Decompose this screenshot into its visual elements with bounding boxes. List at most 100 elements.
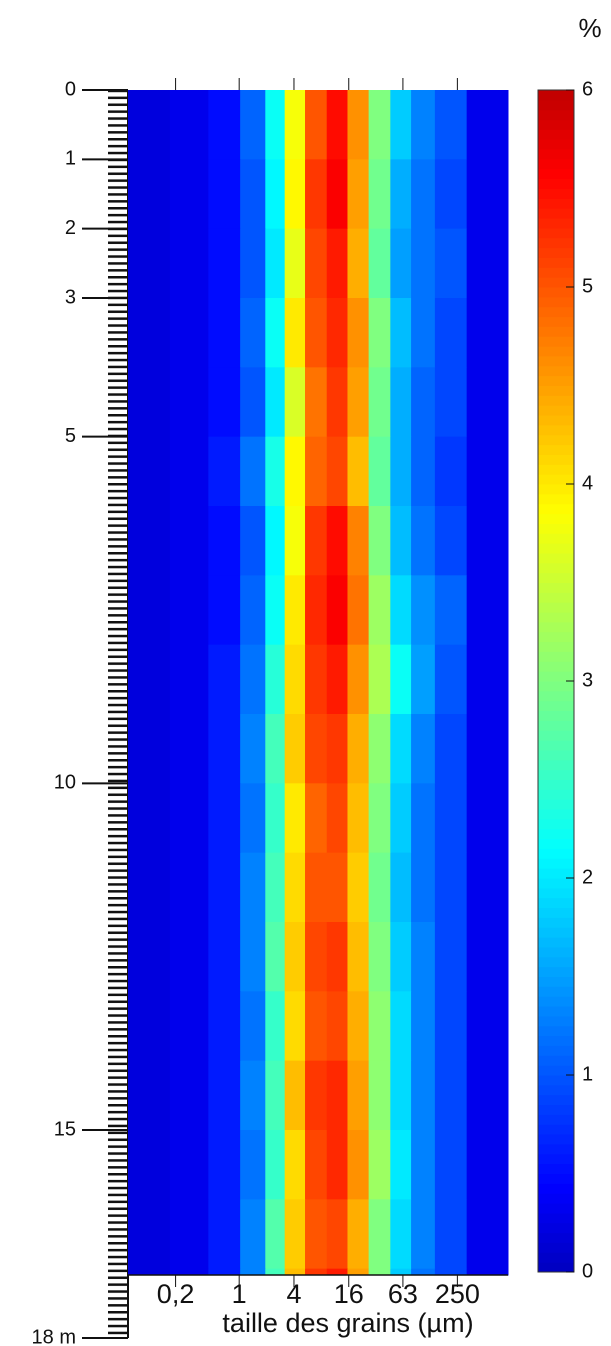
colorbar-segment <box>538 385 574 396</box>
heat-cell <box>368 436 391 507</box>
heat-cell <box>434 367 468 438</box>
heat-cell <box>305 90 328 160</box>
heat-cell <box>390 367 412 438</box>
heat-cell <box>284 714 306 784</box>
colorbar-segment <box>538 178 574 189</box>
heat-cell <box>434 436 468 507</box>
heat-cell <box>240 575 266 646</box>
heat-cell <box>305 367 328 438</box>
heat-cell <box>347 298 370 368</box>
heat-cell <box>265 436 286 507</box>
heat-cell <box>265 90 286 160</box>
colorbar-tick-label: 1 <box>582 1063 593 1085</box>
heat-cell <box>208 852 241 923</box>
colorbar-segment <box>538 513 574 524</box>
heat-cell <box>466 1130 509 1200</box>
heat-cell <box>169 575 209 646</box>
heat-cell <box>240 991 266 1062</box>
colorbar-segment <box>538 1242 574 1253</box>
heat-cell <box>411 1130 436 1200</box>
heat-cell <box>434 1060 468 1131</box>
heat-cell <box>368 90 391 160</box>
colorbar-segment <box>538 612 574 623</box>
heat-cell <box>390 922 412 992</box>
heat-cell <box>128 506 171 576</box>
heat-cell <box>390 436 412 507</box>
colorbar-segment <box>538 139 574 150</box>
heat-cell <box>240 852 266 923</box>
colorbar-segment <box>538 641 574 652</box>
colorbar-segment <box>538 1183 574 1194</box>
colorbar-segment <box>538 878 574 889</box>
colorbar-segment <box>538 1065 574 1076</box>
heat-cell <box>326 922 348 992</box>
heat-cell <box>265 575 286 646</box>
heat-cell <box>466 644 509 715</box>
heat-cell <box>128 1268 171 1276</box>
heat-cell <box>284 228 306 299</box>
heat-cell <box>347 90 370 160</box>
colorbar-segment <box>538 838 574 849</box>
colorbar-segment <box>538 651 574 662</box>
heat-cell <box>305 228 328 299</box>
heat-cell <box>240 506 266 576</box>
heat-cell <box>390 298 412 368</box>
colorbar-segment <box>538 1114 574 1125</box>
colorbar-segment <box>538 188 574 199</box>
colorbar-tick-label: 5 <box>582 275 593 297</box>
colorbar-tick-label: 0 <box>582 1260 593 1282</box>
heat-cell <box>128 90 171 160</box>
colorbar-segment <box>538 395 574 406</box>
heat-cell <box>434 1130 468 1200</box>
colorbar-segment <box>538 700 574 712</box>
heat-cell <box>265 644 286 715</box>
heat-cell <box>305 1060 328 1131</box>
heat-cell <box>169 228 209 299</box>
colorbar-segment <box>538 582 574 593</box>
colorbar-segment <box>538 424 574 436</box>
heat-cell <box>208 1268 241 1276</box>
heat-cell <box>208 367 241 438</box>
heat-cell <box>265 298 286 368</box>
heat-cell <box>240 922 266 992</box>
heat-cell <box>305 991 328 1062</box>
colorbar-segment <box>538 306 574 318</box>
colorbar-segment <box>538 149 574 160</box>
colorbar-segment <box>538 1025 574 1037</box>
colorbar-segment <box>538 946 574 958</box>
heat-cell <box>284 644 306 715</box>
heat-cell <box>390 575 412 646</box>
heat-cell <box>240 714 266 784</box>
heat-cell <box>368 714 391 784</box>
heat-cell <box>466 1060 509 1131</box>
colorbar-segment <box>538 917 574 928</box>
heat-cell <box>208 991 241 1062</box>
colorbar-segment <box>538 1075 574 1086</box>
heat-cell <box>347 1268 370 1276</box>
heat-cell <box>284 1199 306 1270</box>
heat-cell <box>434 852 468 923</box>
colorbar-segment <box>538 966 574 977</box>
heat-cell <box>208 159 241 230</box>
heat-cell <box>411 1199 436 1270</box>
heat-cell <box>347 575 370 646</box>
heat-cell <box>466 783 509 854</box>
heat-cell <box>368 922 391 992</box>
heat-cell <box>128 1130 171 1200</box>
colorbar-segment <box>538 681 574 692</box>
heat-cell <box>240 298 266 368</box>
colorbar-segment <box>538 365 574 377</box>
colorbar-segment <box>538 1193 574 1204</box>
colorbar-segment <box>538 1134 574 1145</box>
heat-cell <box>326 644 348 715</box>
heat-cell <box>265 1268 286 1276</box>
heat-cell <box>208 436 241 507</box>
colorbar-segment <box>538 119 574 130</box>
colorbar-segment <box>538 543 574 554</box>
heat-cell <box>240 1130 266 1200</box>
colorbar-segment <box>538 671 574 682</box>
colorbar-segment <box>538 484 574 495</box>
y-tick-label: 5 <box>65 425 76 447</box>
heat-cell <box>326 367 348 438</box>
heat-cell <box>208 922 241 992</box>
